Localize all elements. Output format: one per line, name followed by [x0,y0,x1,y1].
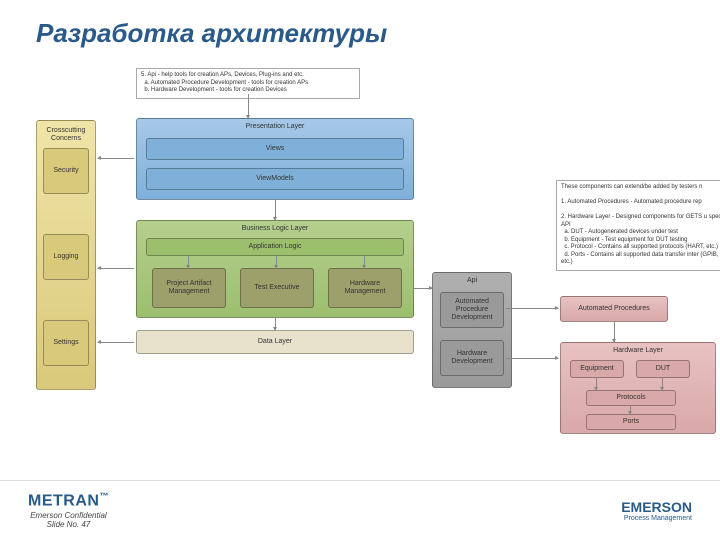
automated-procedures-box: Automated Procedures [560,296,668,322]
arrow [188,256,189,268]
arrow [98,158,134,159]
dut-box: DUT [636,360,690,378]
viewmodels-box: ViewModels [146,168,404,190]
confidential-label: Emerson Confidential Slide No. 47 [28,511,109,530]
views-box: Views [146,138,404,160]
arrow [596,378,597,390]
arrow [662,378,663,390]
footer: METRAN™ Emerson Confidential Slide No. 4… [0,480,720,540]
security-box: Security [43,148,89,194]
arrow [98,268,134,269]
application-logic-box: Application Logic [146,238,404,256]
page-title: Разработка архитектуры [0,0,720,49]
ports-box: Ports [586,414,676,430]
arrow [98,342,134,343]
note-components: These components can extend/be added by … [556,180,720,271]
arrow [275,318,276,330]
arrow [364,256,365,268]
equipment-box: Equipment [570,360,624,378]
emerson-logo: EMERSON Process Management [621,499,692,522]
arrow [506,358,558,359]
automated-procedure-dev-box: Automated Procedure Development [440,292,504,328]
arrow [248,94,249,118]
arrow [506,308,558,309]
arrow [414,288,432,289]
project-artifact-mgmt-box: Project Artifact Management [152,268,226,308]
settings-box: Settings [43,320,89,366]
protocols-box: Protocols [586,390,676,406]
data-layer-box: Data Layer [136,330,414,354]
arrow [276,256,277,268]
arrow [630,406,631,414]
arrow [614,322,615,342]
test-executive-box: Test Executive [240,268,314,308]
hardware-dev-box: Hardware Development [440,340,504,376]
metran-logo: METRAN™ [28,491,109,510]
logging-box: Logging [43,234,89,280]
hardware-mgmt-box: Hardware Management [328,268,402,308]
arrow [275,200,276,220]
